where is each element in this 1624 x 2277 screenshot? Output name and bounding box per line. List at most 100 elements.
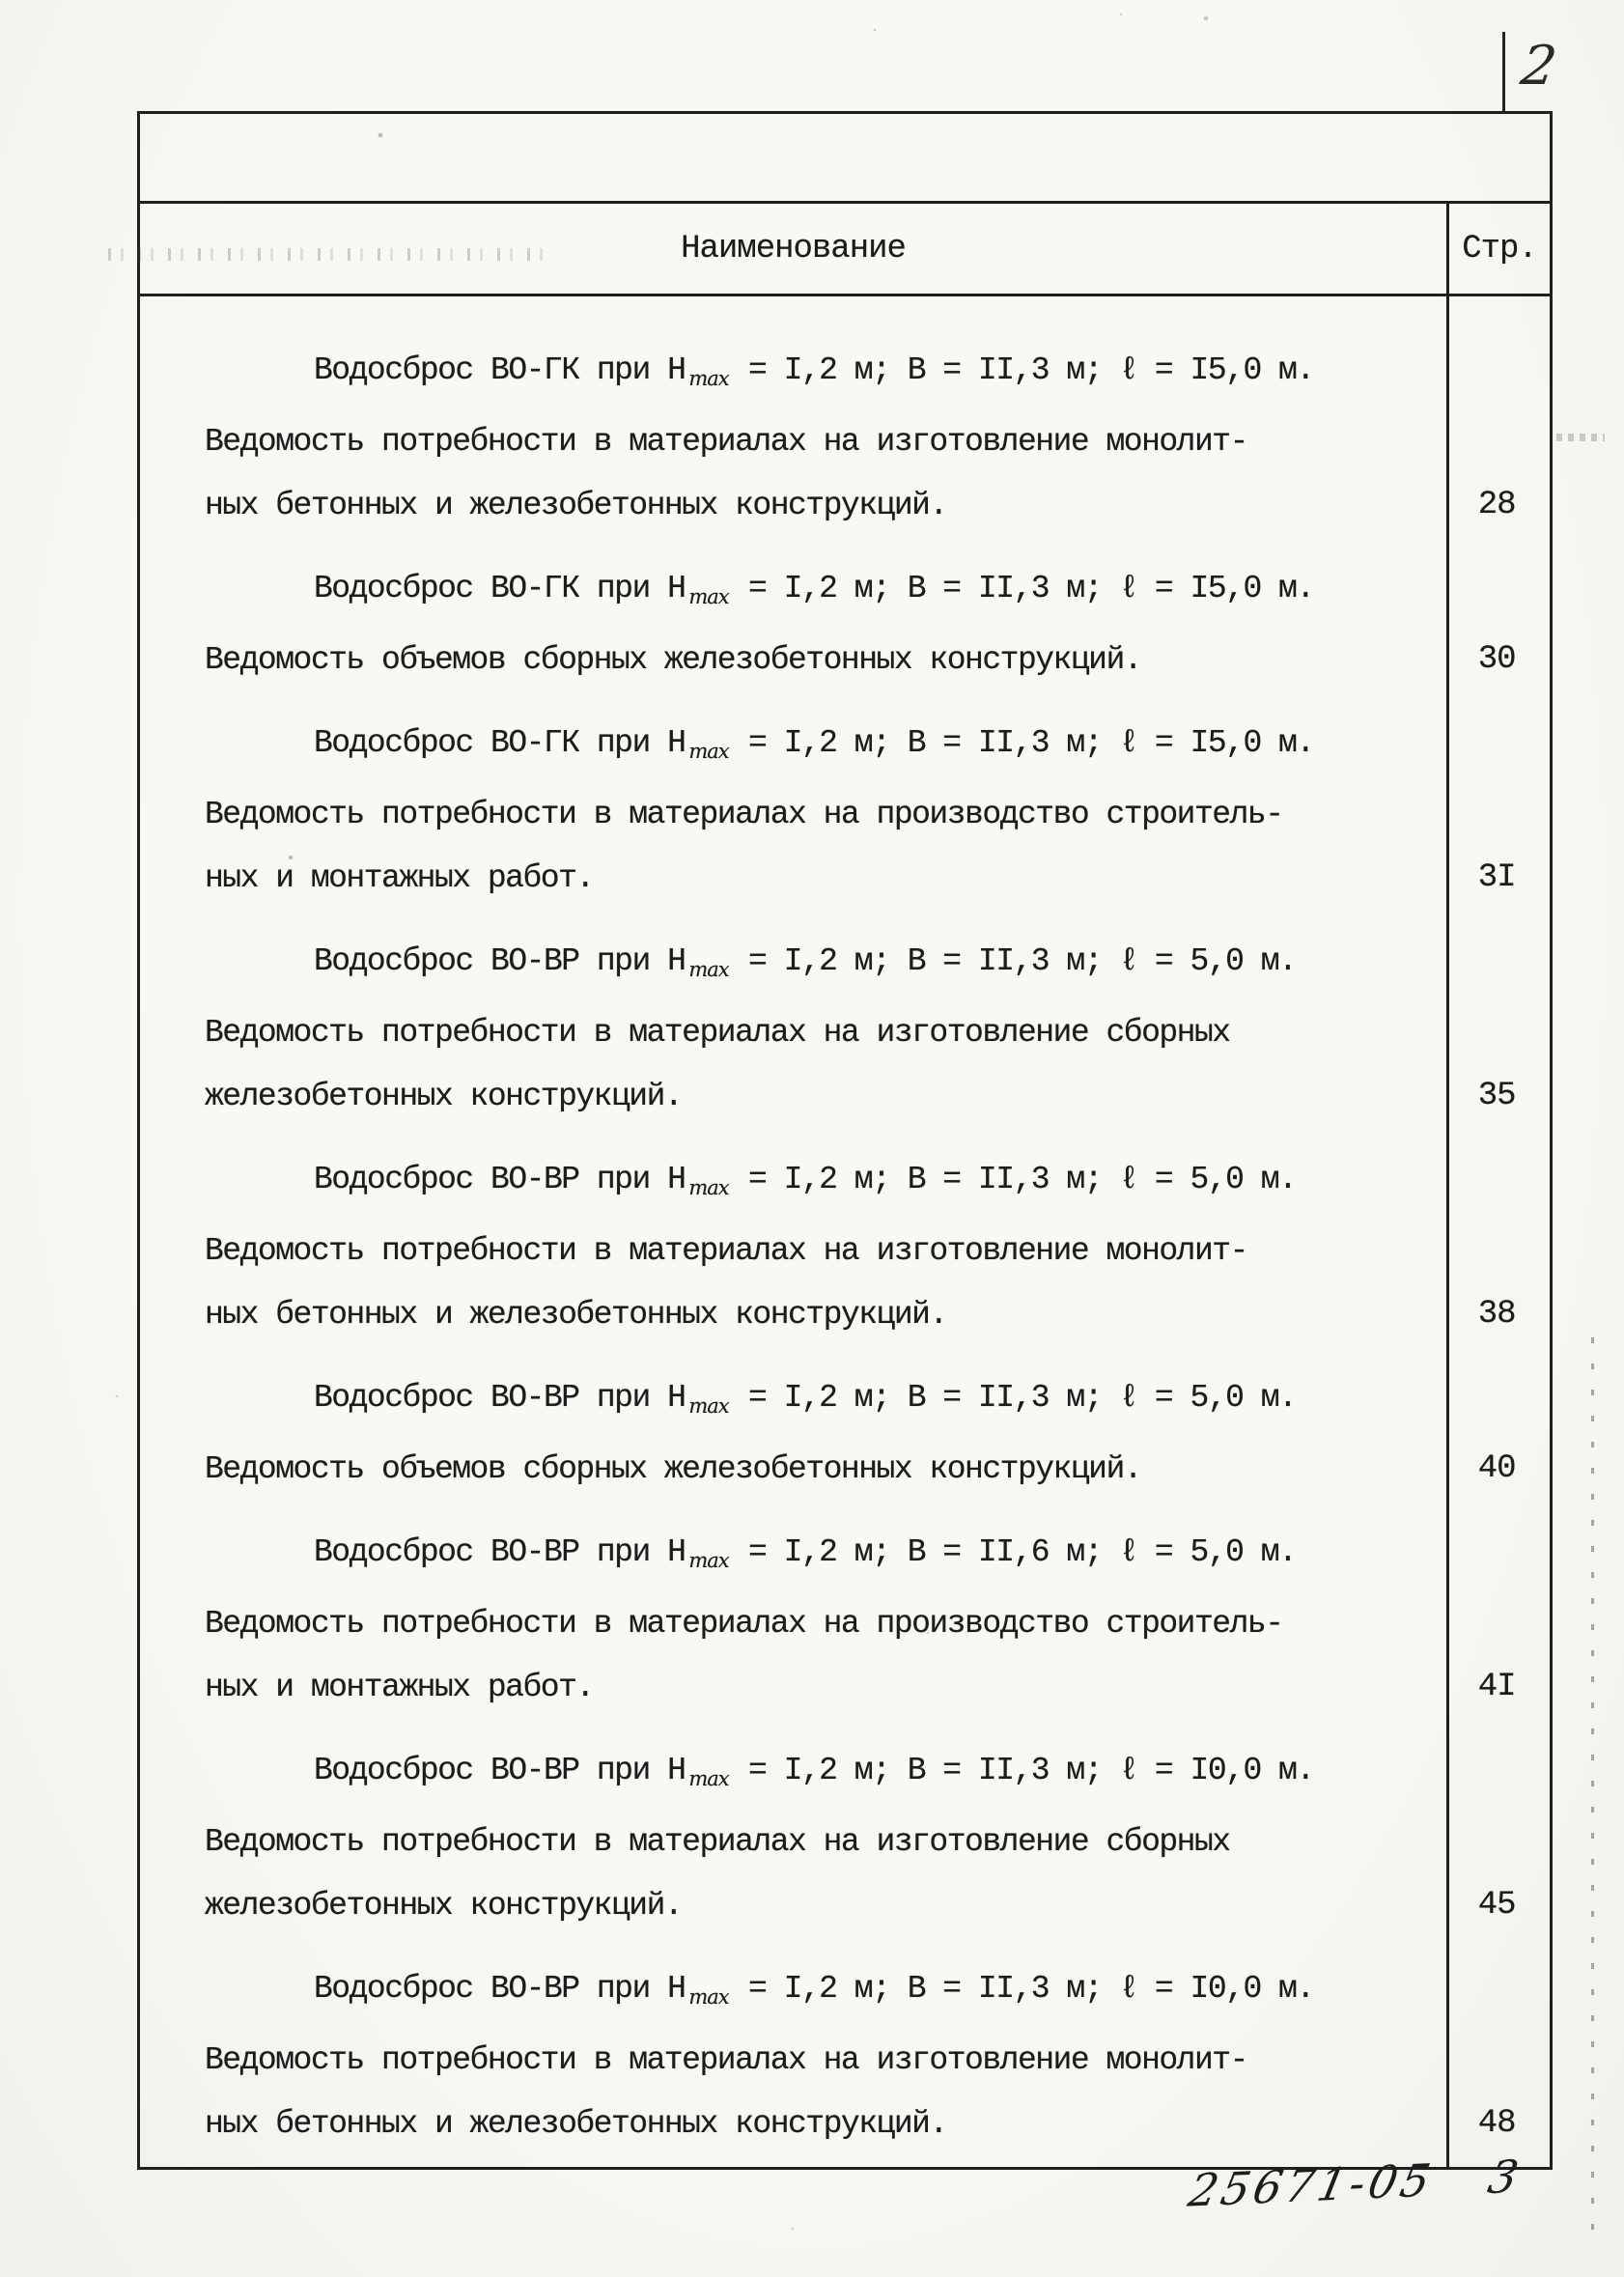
- entry-body-line: Ведомость потребности в материалах на пр…: [205, 797, 1284, 832]
- column-divider-line: [1446, 296, 1449, 2167]
- table-header-row: Наименование Стр.: [108, 204, 1550, 296]
- entry-title-post: = I,2 м; В = II,3 м; ℓ = I0,0 м.: [730, 1971, 1315, 2007]
- entry-page-number: 48: [1477, 2105, 1517, 2142]
- entry-title-subscript: max: [688, 1767, 729, 1790]
- entry-body-line: железобетонных конструкций.: [205, 1888, 684, 1924]
- entry-body-line: ных бетонных и железобетонных конструкци…: [205, 1297, 948, 1333]
- entry-page-cell: 45: [1443, 1739, 1550, 1938]
- entry-title-subscript: max: [688, 740, 729, 763]
- entry-title-post: = I,2 м; В = II,3 м; ℓ = 5,0 м.: [730, 943, 1298, 979]
- entry-title-pre: Водосброс ВО-ВР при Н: [314, 1162, 686, 1197]
- entry-page-cell: 35: [1443, 930, 1550, 1129]
- entry-page-number: 38: [1477, 1296, 1517, 1333]
- entry-body-line: Ведомость объемов сборных железобетонных…: [205, 642, 1143, 678]
- entry-page-number: 35: [1477, 1078, 1517, 1114]
- entry-page-number: 45: [1477, 1887, 1517, 1924]
- entry-page-number: 40: [1477, 1450, 1517, 1487]
- entry-title-post: = I,2 м; В = II,3 м; ℓ = 5,0 м.: [730, 1380, 1298, 1416]
- entry-title-pre: Водосброс ВО-ВР при Н: [314, 1971, 686, 2007]
- entry-title-pre: Водосброс ВО-ВР при Н: [314, 1534, 686, 1570]
- entry-title-pre: Водосброс ВО-ВР при Н: [314, 1380, 686, 1416]
- entry-title-pre: Водосброс ВО-ГК при Н: [314, 571, 686, 606]
- entry-page-cell: 28: [1443, 339, 1550, 538]
- entry-body-line: железобетонных конструкций.: [205, 1079, 684, 1114]
- entry-page-cell: 38: [1443, 1148, 1550, 1347]
- entry-title-post: = I,2 м; В = II,3 м; ℓ = I5,0 м.: [730, 571, 1315, 606]
- entry-title-subscript: max: [688, 958, 729, 981]
- scan-smudge-right: [1556, 434, 1605, 441]
- margin-tick-line: [1502, 32, 1505, 111]
- entry-title-subscript: max: [688, 367, 729, 390]
- entry-body-line: Ведомость потребности в материалах на из…: [205, 424, 1248, 460]
- entry-body-line: ных и монтажных работ.: [205, 860, 595, 896]
- entry-page-cell: 3I: [1443, 712, 1550, 911]
- entry-body-line: Ведомость потребности в материалах на из…: [205, 1233, 1248, 1269]
- entry-title-subscript: max: [688, 1549, 729, 1572]
- entry-body-line: Ведомость объемов сборных железобетонных…: [205, 1451, 1143, 1487]
- entry-page-number: 30: [1477, 641, 1517, 678]
- entry-title-subscript: max: [688, 1985, 729, 2009]
- table-top-strip: [140, 114, 1550, 204]
- entry-title-pre: Водосброс ВО-ВР при Н: [314, 943, 686, 979]
- entry-page-cell: 48: [1443, 1957, 1550, 2156]
- entry-title-pre: Водосброс ВО-ГК при Н: [314, 352, 686, 388]
- entry-page-number: 3I: [1477, 859, 1517, 896]
- entry-page-cell: 40: [1443, 1366, 1550, 1502]
- handwritten-page-number: 2: [1517, 35, 1561, 98]
- entry-title-post: = I,2 м; В = II,6 м; ℓ = 5,0 м.: [730, 1534, 1298, 1570]
- entry-title-pre: Водосброс ВО-ГК при Н: [314, 725, 686, 761]
- entry-title-post: = I,2 м; В = II,3 м; ℓ = I5,0 м.: [730, 352, 1315, 388]
- entry-page-cell: 4I: [1443, 1521, 1550, 1720]
- entry-body-line: ных и монтажных работ.: [205, 1670, 595, 1705]
- scan-smudge: [108, 248, 545, 261]
- entry-body-line: Ведомость потребности в материалах на из…: [205, 1015, 1231, 1051]
- scan-noise-specks: [0, 0, 2, 2]
- entry-body-line: Ведомость потребности в материалах на из…: [205, 1824, 1231, 1860]
- footer-document-code: 25671-05: [1184, 2153, 1439, 2217]
- entry-page-number: 28: [1477, 487, 1517, 523]
- column-header-name: Наименование: [681, 230, 907, 267]
- column-header-page: Стр.: [1446, 204, 1550, 294]
- scan-artifact-dotted-line: [1591, 1337, 1594, 2250]
- entry-title-post: = I,2 м; В = II,3 м; ℓ = I0,0 м.: [730, 1753, 1315, 1788]
- entry-page-cell: 30: [1443, 557, 1550, 692]
- entry-page-number: 4I: [1477, 1669, 1517, 1705]
- entry-title-subscript: max: [688, 1394, 729, 1418]
- entry-body-line: Ведомость потребности в материалах на пр…: [205, 1606, 1284, 1642]
- entry-title-subscript: max: [688, 585, 729, 608]
- footer-sheet-number: 3: [1483, 2150, 1527, 2205]
- entry-body-line: Ведомость потребности в материалах на из…: [205, 2042, 1248, 2078]
- entry-title-subscript: max: [688, 1176, 729, 1199]
- entry-title-post: = I,2 м; В = II,3 м; ℓ = I5,0 м.: [730, 725, 1315, 761]
- entry-body-line: ных бетонных и железобетонных конструкци…: [205, 2106, 948, 2142]
